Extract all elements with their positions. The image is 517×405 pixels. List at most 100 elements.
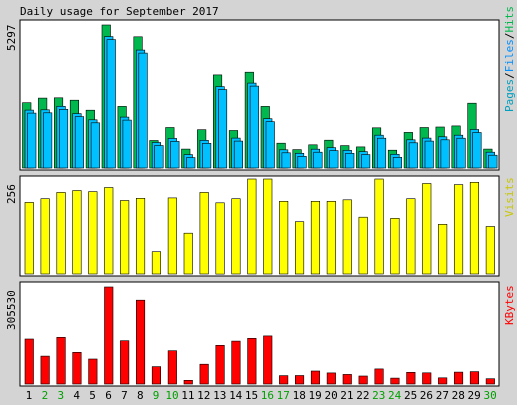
day-tick-label: 14	[229, 389, 243, 402]
kbytes-bar	[485, 378, 495, 385]
day-tick-label: 25	[404, 389, 417, 402]
day-tick-label: 13	[213, 389, 226, 402]
day-tick-label: 1	[26, 389, 33, 402]
kbytes-bar	[247, 337, 257, 385]
kbytes-bar	[342, 374, 352, 385]
pages-bar	[218, 89, 228, 169]
day-tick-label: 26	[420, 389, 433, 402]
kbytes-bar	[56, 336, 66, 385]
day-tick-label: 28	[452, 389, 465, 402]
visits-bar	[40, 198, 50, 275]
visits-bar	[56, 192, 66, 275]
pages-bar	[74, 116, 84, 169]
kbytes-bar	[294, 375, 305, 385]
pages-bar	[265, 121, 275, 169]
bars	[22, 24, 498, 385]
pages-bar	[392, 157, 403, 169]
kbytes-bar	[40, 355, 50, 385]
visits-bar	[310, 201, 321, 275]
pages-bar	[361, 154, 371, 169]
visits-bar	[199, 192, 209, 275]
day-tick-label: 12	[197, 389, 210, 402]
day-tick-label: 16	[261, 389, 274, 402]
pages-bar	[281, 152, 291, 169]
kbytes-bar	[199, 363, 209, 385]
day-tick-label: 5	[89, 389, 96, 402]
chart-title: Daily usage for September 2017	[20, 5, 219, 18]
pages-bar	[329, 150, 339, 169]
pages-bar	[297, 156, 307, 169]
pages-bar	[106, 39, 116, 169]
visits-bar	[215, 202, 225, 275]
pages-bar	[43, 112, 53, 169]
legend-files: Files	[503, 39, 516, 72]
kbytes-bar	[326, 372, 336, 385]
visits-bar	[326, 201, 336, 275]
kbytes-bar	[358, 375, 368, 385]
day-tick-label: 17	[277, 389, 290, 402]
visits-bar	[183, 232, 193, 275]
day-tick-label: 10	[165, 389, 178, 402]
legend-sep-1: /	[503, 72, 516, 79]
day-tick-label: 27	[436, 389, 449, 402]
legend-hits: Hits	[503, 6, 516, 33]
visits-bar	[453, 184, 464, 275]
kbytes-bar	[390, 377, 400, 385]
kbytes-bar	[438, 377, 448, 385]
x-axis-day-labels: 1 2 3 4 5 6 7 8 9 10 11 12 13 14 15 16 17 18 19 20 21 22 23 24 2…	[26, 389, 497, 402]
visits-bar	[406, 198, 416, 275]
kbytes-ymax-label: 305530	[5, 290, 18, 330]
kbytes-bar	[231, 340, 241, 385]
day-tick-label: 11	[181, 389, 194, 402]
y-axis-max-labels: 5297 256 305530	[5, 25, 18, 331]
visits-bar	[263, 178, 273, 275]
day-tick-label: 22	[356, 389, 369, 402]
pages-bar	[424, 140, 434, 169]
kbytes-bar	[167, 350, 177, 385]
kbytes-bar	[151, 366, 161, 385]
pages-bar	[376, 137, 387, 169]
day-tick-label: 20	[324, 389, 337, 402]
visits-bar	[24, 202, 34, 275]
day-tick-label: 6	[105, 389, 112, 402]
visits-bar	[390, 218, 400, 275]
kbytes-bar	[453, 371, 464, 385]
panels	[19, 19, 500, 387]
kbytes-bar	[422, 372, 432, 385]
kbytes-bar	[406, 371, 416, 385]
kbytes-bar	[104, 286, 114, 385]
day-tick-label: 3	[57, 389, 64, 402]
visits-bar	[104, 187, 114, 275]
day-tick-label: 8	[137, 389, 144, 402]
hits-ymax-label: 5297	[5, 25, 18, 52]
kbytes-bar	[120, 340, 130, 385]
pages-bar	[58, 109, 69, 169]
kbytes-bar	[215, 344, 225, 385]
kbytes-bar	[24, 338, 34, 385]
visits-ymax-label: 256	[5, 184, 18, 204]
visits-bar	[247, 178, 257, 275]
pages-bar	[202, 143, 212, 169]
pages-bar	[138, 52, 148, 169]
pages-bar	[154, 145, 164, 169]
kbytes-bar	[310, 370, 321, 385]
visits-bar	[422, 183, 432, 275]
visits-bar	[231, 198, 241, 275]
kbytes-bar	[279, 375, 289, 385]
day-tick-label: 30	[483, 389, 496, 402]
day-tick-label: 19	[308, 389, 321, 402]
pages-bar	[440, 139, 450, 169]
pages-bar	[90, 122, 100, 169]
kbytes-bar	[374, 368, 384, 385]
pages-bar	[249, 85, 259, 169]
pages-bar	[345, 153, 355, 169]
visits-bar	[342, 199, 352, 275]
pages-bar	[313, 151, 323, 169]
visits-bar	[167, 197, 177, 275]
kbytes-bar	[136, 299, 146, 385]
visits-bar	[438, 224, 448, 275]
kbytes-bar	[72, 351, 82, 385]
legend-sep-2: /	[503, 33, 516, 40]
visits-bar	[469, 182, 480, 275]
visits-bar	[485, 226, 495, 275]
